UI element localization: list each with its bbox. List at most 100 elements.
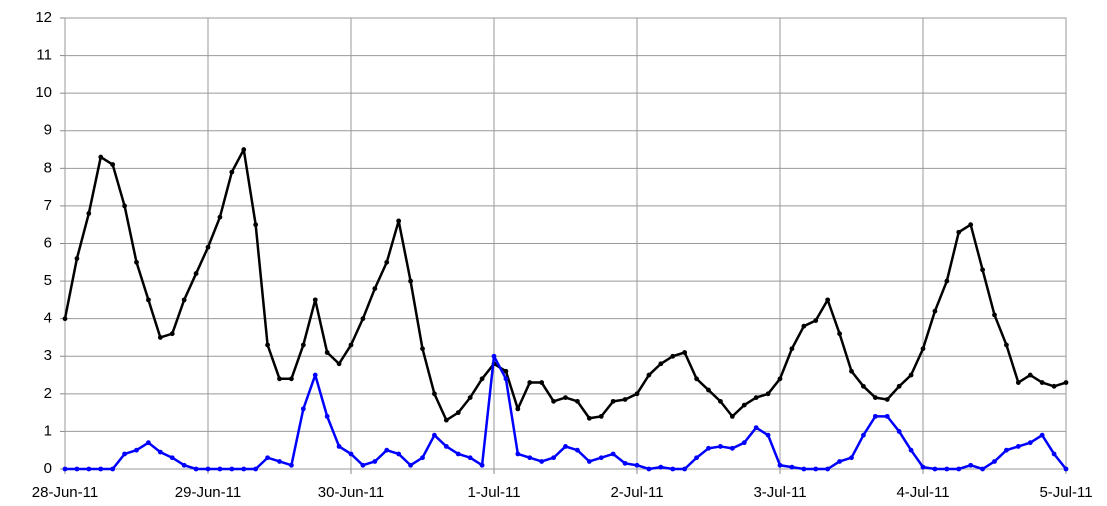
data-point bbox=[110, 466, 116, 472]
data-point bbox=[908, 372, 914, 378]
data-point bbox=[849, 368, 854, 374]
data-point bbox=[1027, 372, 1033, 378]
series-line bbox=[65, 355, 1067, 471]
data-point bbox=[467, 455, 473, 461]
data-point bbox=[980, 267, 985, 273]
data-point bbox=[932, 308, 938, 314]
data-point bbox=[670, 353, 676, 359]
data-point bbox=[1051, 383, 1057, 389]
data-point bbox=[289, 462, 294, 468]
data-point bbox=[289, 376, 294, 382]
data-point bbox=[765, 391, 771, 397]
data-point bbox=[872, 413, 878, 419]
data-point bbox=[157, 449, 163, 455]
data-point bbox=[646, 372, 652, 378]
data-point bbox=[146, 297, 151, 303]
data-point bbox=[420, 455, 425, 461]
data-point bbox=[62, 316, 68, 322]
data-point bbox=[277, 376, 282, 382]
data-point bbox=[324, 413, 330, 419]
data-point bbox=[217, 214, 223, 220]
data-point bbox=[801, 466, 807, 472]
data-point bbox=[741, 440, 747, 446]
data-point bbox=[1027, 440, 1033, 446]
data-point bbox=[563, 444, 568, 449]
data-point bbox=[539, 459, 545, 464]
data-point bbox=[1015, 380, 1021, 385]
data-point bbox=[229, 169, 235, 175]
data-point bbox=[336, 444, 342, 449]
data-point bbox=[539, 380, 545, 385]
data-point bbox=[74, 256, 80, 261]
data-point bbox=[968, 462, 974, 468]
y-tick-label: 11 bbox=[36, 47, 52, 64]
data-point bbox=[896, 429, 902, 434]
data-point bbox=[479, 376, 485, 382]
x-tick-label: 29-Jun-11 bbox=[175, 484, 241, 501]
data-point bbox=[384, 447, 390, 453]
data-point bbox=[694, 376, 699, 382]
data-point bbox=[169, 455, 175, 461]
y-tick-label: 5 bbox=[44, 272, 52, 289]
data-point bbox=[122, 451, 127, 457]
y-tick-label: 0 bbox=[44, 460, 52, 477]
data-point bbox=[372, 286, 378, 291]
data-point bbox=[265, 342, 270, 348]
data-point bbox=[884, 397, 890, 402]
data-point bbox=[1039, 380, 1045, 385]
data-point bbox=[74, 466, 80, 472]
data-point bbox=[551, 398, 556, 404]
data-point bbox=[205, 244, 211, 250]
data-point bbox=[813, 466, 819, 472]
data-point bbox=[1063, 380, 1069, 385]
x-tick-label: 4-Jul-11 bbox=[896, 484, 949, 501]
data-point bbox=[408, 462, 413, 468]
data-point bbox=[217, 466, 223, 472]
data-point bbox=[324, 350, 330, 355]
data-point bbox=[205, 466, 211, 472]
data-point bbox=[479, 462, 485, 468]
data-point bbox=[765, 432, 771, 438]
data-point bbox=[1004, 342, 1009, 348]
data-point bbox=[729, 445, 735, 451]
data-point bbox=[86, 211, 92, 216]
data-point bbox=[956, 229, 962, 235]
data-point bbox=[443, 417, 449, 423]
data-point bbox=[861, 432, 866, 438]
data-point bbox=[598, 413, 604, 419]
data-point bbox=[467, 395, 473, 400]
data-point bbox=[801, 323, 807, 329]
y-tick-label: 2 bbox=[44, 385, 52, 402]
data-point bbox=[658, 464, 664, 470]
data-point bbox=[432, 391, 437, 397]
data-point bbox=[944, 278, 950, 284]
data-point bbox=[348, 342, 354, 348]
data-point bbox=[527, 380, 533, 385]
data-point bbox=[682, 350, 688, 355]
data-point bbox=[157, 335, 163, 340]
data-point bbox=[1004, 447, 1009, 453]
data-point bbox=[610, 451, 616, 457]
data-point bbox=[789, 346, 795, 352]
data-point bbox=[527, 455, 533, 461]
data-point bbox=[300, 342, 306, 348]
data-point bbox=[515, 451, 521, 457]
data-point bbox=[336, 361, 342, 367]
data-point bbox=[992, 459, 997, 464]
data-point bbox=[98, 466, 104, 472]
data-point bbox=[980, 466, 985, 472]
data-point bbox=[920, 464, 926, 470]
data-point bbox=[729, 413, 735, 419]
data-point bbox=[634, 391, 640, 397]
y-tick-label: 12 bbox=[35, 9, 52, 26]
data-point bbox=[706, 387, 711, 393]
data-point bbox=[169, 331, 175, 337]
data-point bbox=[753, 425, 759, 431]
data-point bbox=[396, 218, 402, 224]
data-point bbox=[360, 316, 366, 322]
data-point bbox=[1063, 466, 1069, 472]
data-point bbox=[134, 447, 139, 453]
y-tick-label: 10 bbox=[35, 84, 52, 101]
data-point bbox=[575, 398, 580, 404]
data-point bbox=[432, 432, 437, 438]
